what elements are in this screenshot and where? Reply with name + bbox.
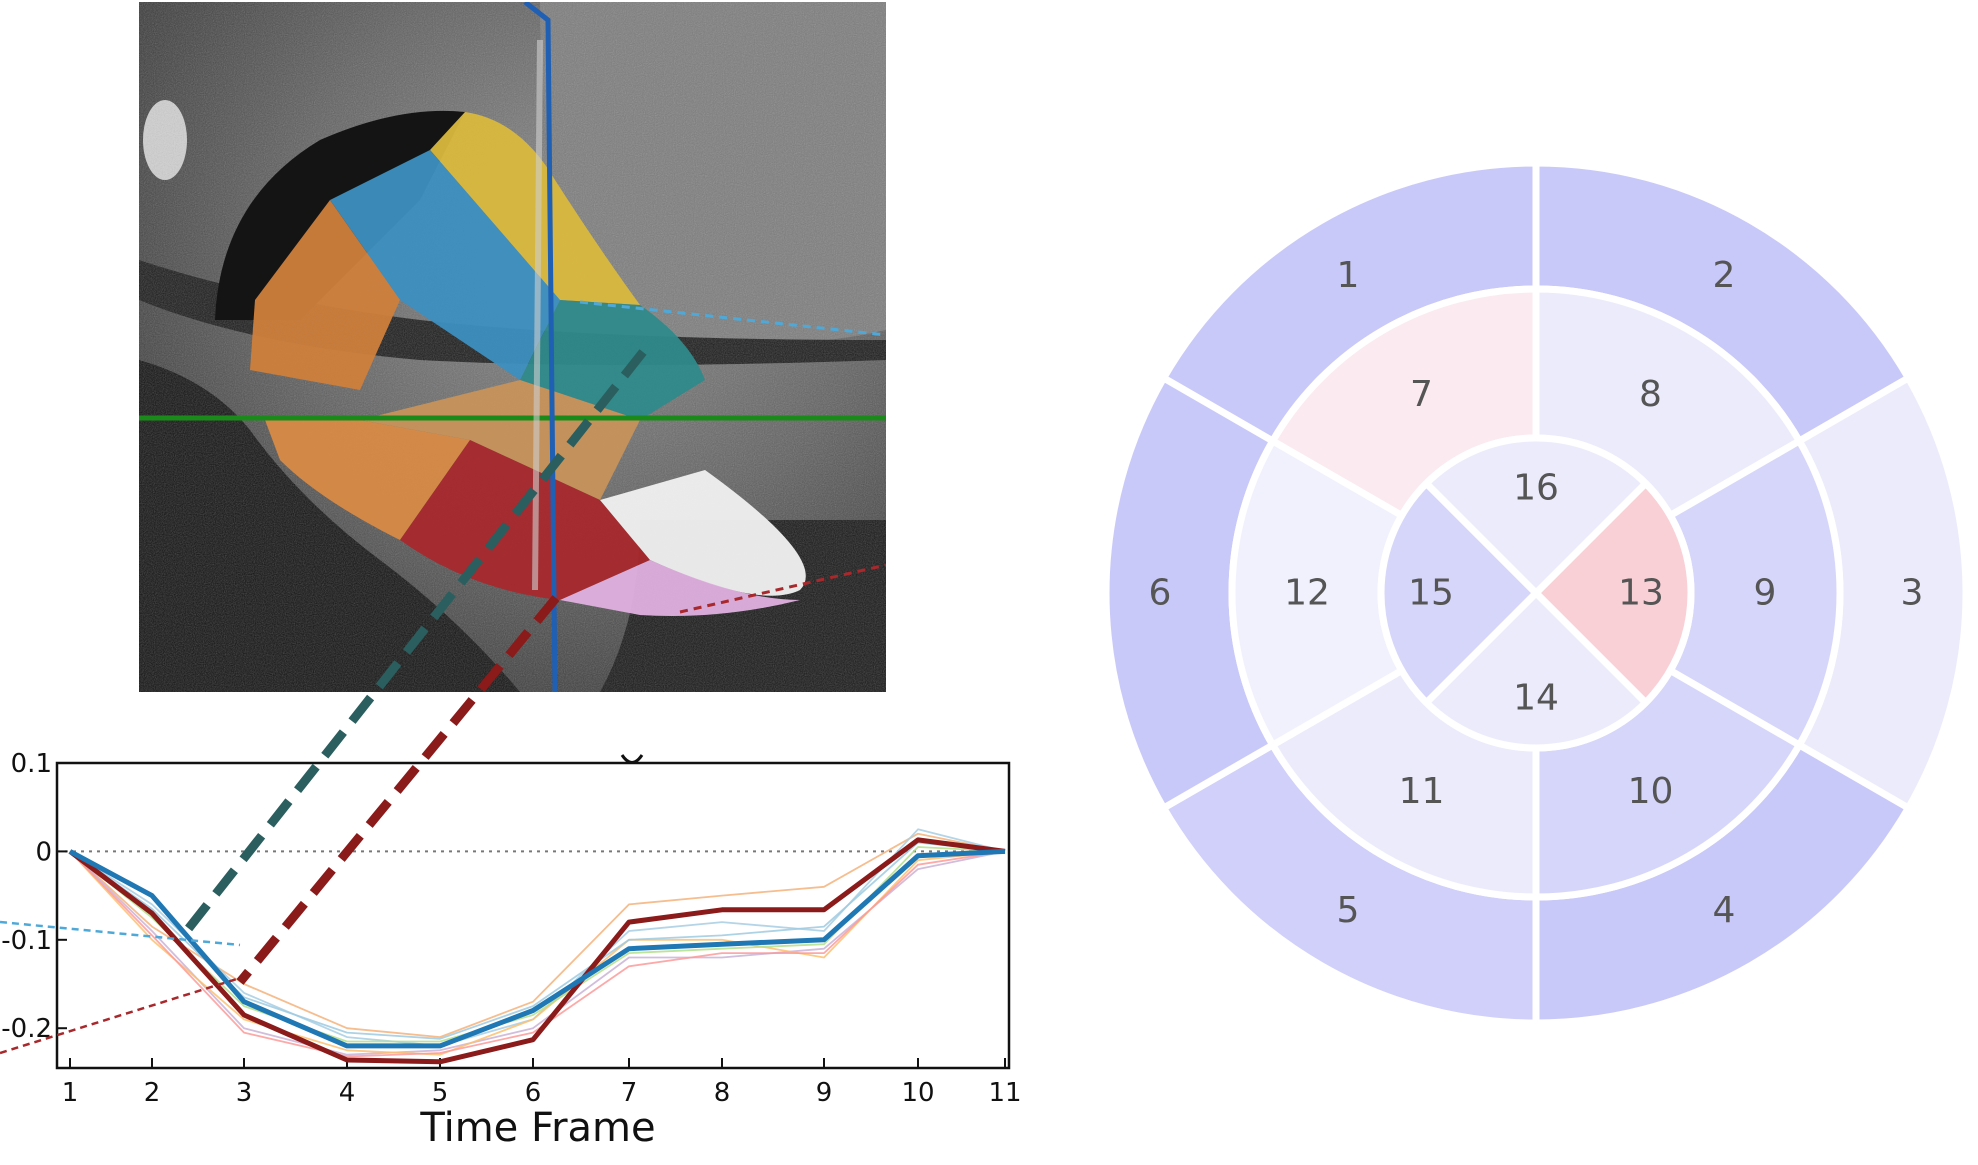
y-tick-layer: 0.1 0 -0.1 -0.2 (1, 749, 67, 1044)
series-line-5 (69, 850, 1006, 1056)
series-layer (68, 828, 1006, 1065)
x-tick-label: 6 (525, 1078, 542, 1108)
ct-red-dashed-extension (679, 563, 886, 614)
x-tick-label: 1 (62, 1078, 79, 1108)
connector-red (236, 595, 560, 985)
ct-blue-dashed-extension (579, 300, 886, 337)
bullseye-label-16: 16 (1513, 468, 1559, 509)
x-tick-layer: 1 2 3 4 5 6 7 8 9 10 11 (62, 1058, 1022, 1108)
bullseye-label-7: 7 (1410, 374, 1433, 415)
bullseye-segment-13 (1531, 478, 1695, 708)
segment-yellow (430, 112, 640, 305)
segment-tan (360, 380, 640, 500)
line-chart: 0.1 0 -0.1 -0.2 1 2 3 4 5 6 7 8 9 10 11 Time Frame (0, 749, 1022, 1151)
connector-teal (181, 349, 647, 936)
x-tick-label: 9 (816, 1078, 833, 1108)
x-tick-label: 4 (339, 1078, 356, 1108)
bullseye-label-14: 14 (1513, 678, 1559, 719)
chart-red-dashed-guide (0, 976, 241, 1055)
x-tick-label: 2 (144, 1078, 161, 1108)
chart-blue-dashed-guide (0, 920, 241, 947)
bullseye-label-4: 4 (1713, 890, 1736, 931)
x-tick-label: 11 (988, 1078, 1021, 1108)
segment-white (600, 470, 806, 596)
bullseye-label-2: 2 (1713, 255, 1736, 296)
x-tick-label: 5 (432, 1078, 449, 1108)
bullseye-label-8: 8 (1639, 374, 1662, 415)
series-line-4 (69, 850, 1006, 1056)
bullseye-label-3: 3 (1901, 573, 1924, 614)
series-line-0 (68, 837, 1006, 1065)
cropped-title-fragment (620, 754, 644, 764)
segment-orange-left (250, 200, 400, 390)
bullseye-label-10: 10 (1628, 771, 1674, 812)
segment-pink (560, 560, 800, 616)
segmented-ventricle (215, 110, 806, 616)
ct-scan-image (139, 2, 886, 692)
x-tick-label: 3 (236, 1078, 253, 1108)
bullseye-label-13: 13 (1618, 573, 1664, 614)
series-line-7 (69, 850, 1006, 1058)
bullseye-segment-14 (1421, 588, 1651, 752)
bullseye-label-11: 11 (1399, 771, 1445, 812)
ct-septum-streak (532, 39, 543, 591)
y-tick-label: -0.2 (1, 1014, 52, 1044)
y-tick-label: -0.1 (1, 926, 52, 956)
bullseye-label-5: 5 (1337, 890, 1360, 931)
x-axis-title: Time Frame (419, 1105, 655, 1151)
bullseye-label-15: 15 (1408, 573, 1454, 614)
bullseye-label-12: 12 (1284, 573, 1330, 614)
y-tick-label: 0 (35, 837, 52, 867)
series-line-1 (68, 848, 1006, 1049)
x-tick-label: 10 (901, 1078, 934, 1108)
bullseye-label-6: 6 (1149, 573, 1172, 614)
bullseye-segment-15 (1377, 478, 1541, 708)
x-tick-label: 8 (714, 1078, 731, 1108)
bullseye-label-9: 9 (1754, 573, 1777, 614)
segment-red (400, 440, 650, 600)
connector-lines (181, 349, 647, 985)
bullseye-label-1: 1 (1337, 255, 1360, 296)
x-tick-label: 7 (621, 1078, 638, 1108)
segment-teal (520, 300, 705, 420)
y-tick-label: 0.1 (11, 749, 52, 779)
segment-blue (330, 150, 560, 380)
bullseye-segment-16 (1421, 434, 1651, 598)
segment-orange-lower (265, 420, 470, 540)
